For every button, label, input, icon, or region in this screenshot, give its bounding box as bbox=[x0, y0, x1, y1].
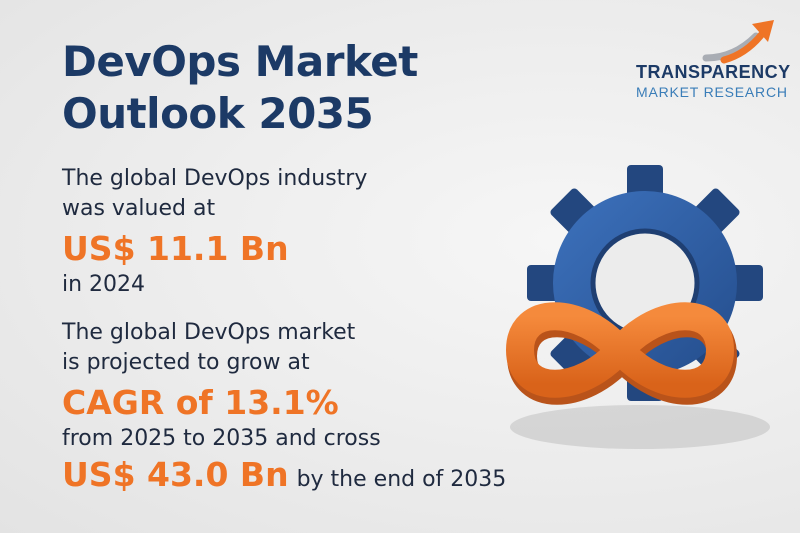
cagr-value: CAGR of 13.1% bbox=[62, 383, 339, 422]
title-line-1: DevOps Market bbox=[62, 37, 418, 86]
forecast-value: US$ 43.0 Bn bbox=[62, 455, 289, 494]
valuation-value: US$ 11.1 Bn bbox=[62, 229, 289, 268]
forecast-tail: by the end of 2035 bbox=[296, 467, 507, 492]
company-logo: TRANSPARENCY MARKET RESEARCH bbox=[612, 16, 791, 120]
logo-wordmark-bottom: MARKET RESEARCH bbox=[636, 84, 788, 100]
valuation-stat: The global DevOps industry was valued at… bbox=[62, 164, 367, 300]
logo-wordmark-top: TRANSPARENCY bbox=[636, 62, 791, 82]
infinity-loop-icon bbox=[506, 302, 737, 405]
projection-line-2: is projected to grow at bbox=[62, 350, 310, 375]
devops-illustration bbox=[506, 165, 770, 449]
projection-line-1: The global DevOps market bbox=[62, 320, 356, 345]
title-line-2: Outlook 2035 bbox=[62, 89, 374, 138]
forecast-row: US$ 43.0 Bn by the end of 2035 bbox=[62, 454, 506, 496]
valuation-line-1: The global DevOps industry bbox=[62, 166, 368, 191]
projection-line-3: from 2025 to 2035 and cross bbox=[62, 426, 381, 451]
valuation-line-2: was valued at bbox=[62, 196, 216, 221]
rising-arrow-logo-icon bbox=[702, 20, 774, 64]
page-title: DevOps Market Outlook 2035 bbox=[62, 36, 418, 140]
valuation-year: in 2024 bbox=[62, 272, 146, 297]
projection-stat: The global DevOps market is projected to… bbox=[62, 318, 506, 496]
